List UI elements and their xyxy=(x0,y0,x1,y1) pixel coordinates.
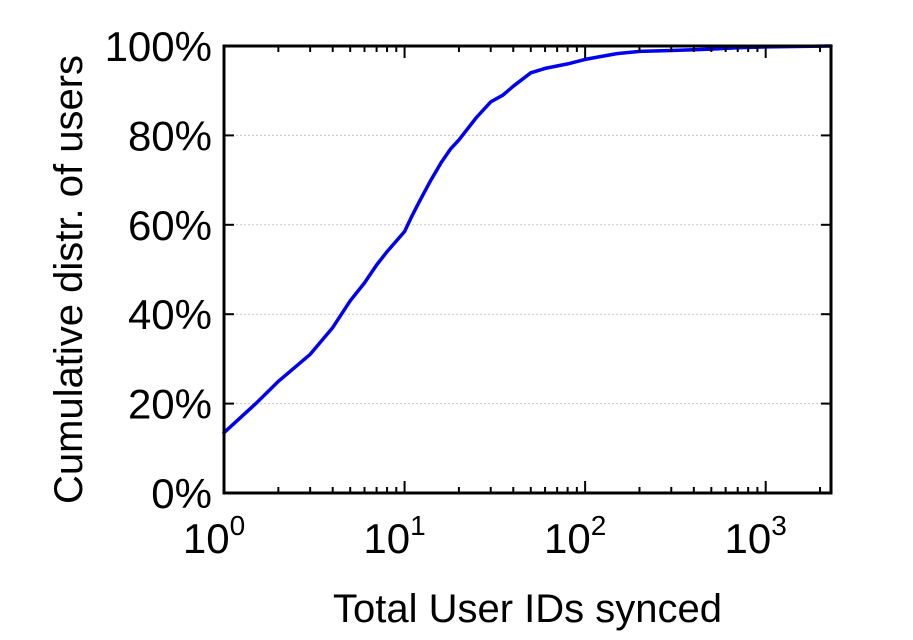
tick-label-layer: 0%20%40%60%80%100%100 101 102 103 xyxy=(105,23,787,562)
x-tick-label: 101 xyxy=(363,510,425,562)
x-tick-label: 100 xyxy=(183,510,245,562)
x-tick-label: 102 xyxy=(544,510,606,562)
y-tick-label: 80% xyxy=(128,112,212,159)
y-tick-label: 0% xyxy=(151,470,212,517)
x-tick-exponent: 0 xyxy=(230,510,246,541)
x-tick-base: 10 xyxy=(544,515,591,562)
cdf-series-line xyxy=(222,44,833,435)
x-axis-label: Total User IDs synced xyxy=(333,587,722,631)
y-tick-label: 40% xyxy=(128,291,212,338)
x-tick-exponent: 3 xyxy=(771,510,787,541)
x-tick-exponent: 1 xyxy=(410,510,426,541)
y-tick-label: 60% xyxy=(128,202,212,249)
y-axis-label: Cumulative distr. of users xyxy=(47,55,91,504)
y-tick-label: 100% xyxy=(105,23,212,70)
plot-frame xyxy=(222,44,833,495)
x-tick-base: 10 xyxy=(183,515,230,562)
x-tick-label: 103 xyxy=(725,510,787,562)
tick-layer xyxy=(223,45,831,494)
x-tick-base: 10 xyxy=(725,515,772,562)
x-tick-exponent: 2 xyxy=(591,510,607,541)
y-tick-label: 20% xyxy=(128,381,212,428)
x-tick-base: 10 xyxy=(363,515,410,562)
grid-layer xyxy=(224,134,831,405)
series-layer xyxy=(222,44,833,435)
